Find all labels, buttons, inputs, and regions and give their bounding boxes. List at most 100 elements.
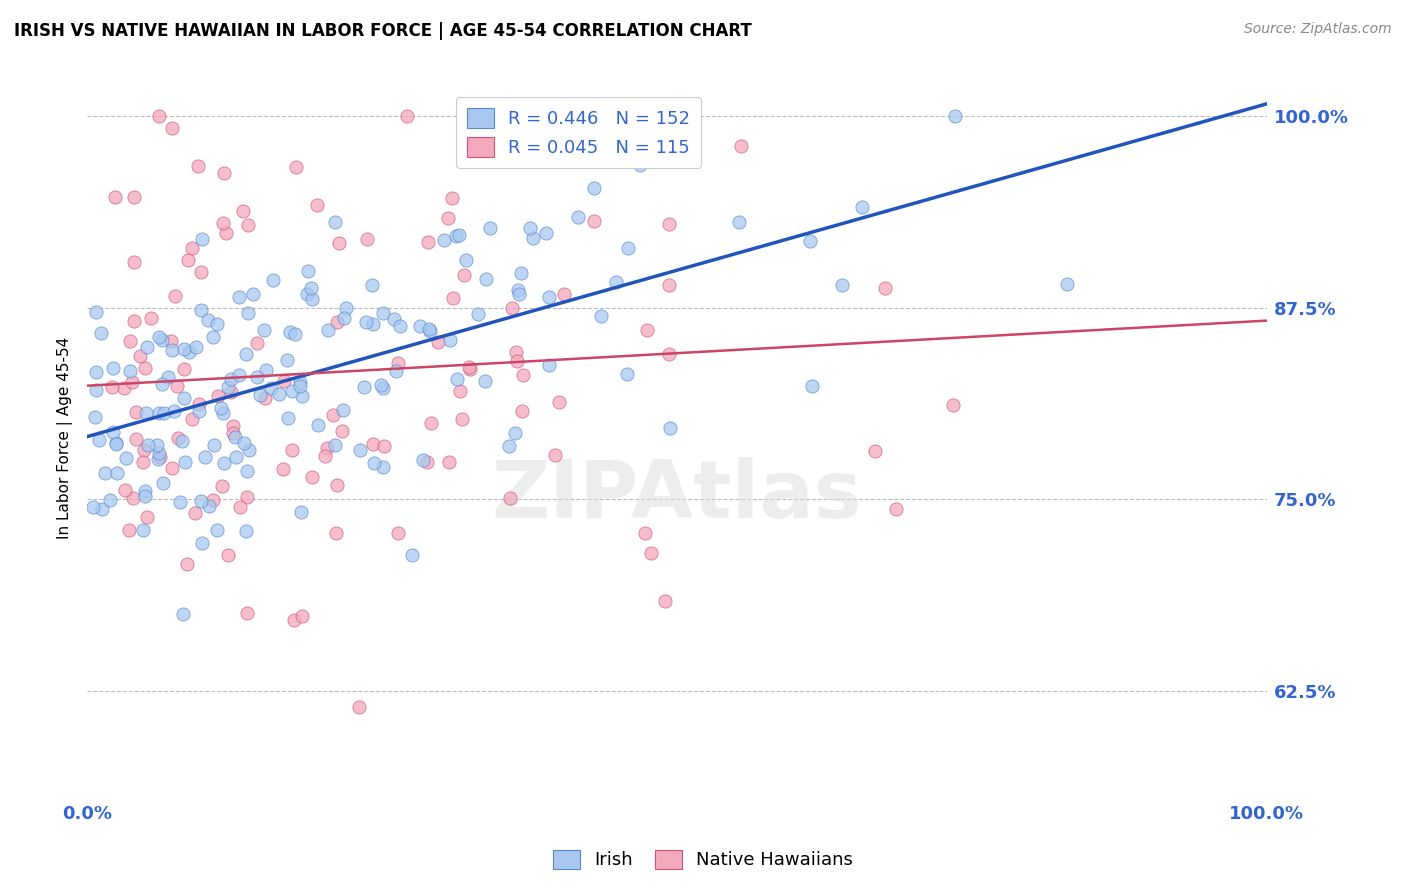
Point: [831, 277, 853, 292]
Point: [416, 235, 439, 249]
Point: [120, 334, 142, 348]
Point: [124, 432, 146, 446]
Point: [232, 203, 254, 218]
Point: [361, 436, 384, 450]
Point: [388, 318, 411, 333]
Point: [190, 265, 212, 279]
Point: [328, 235, 350, 250]
Point: [170, 434, 193, 449]
Point: [596, 129, 619, 144]
Point: [499, 491, 522, 506]
Point: [215, 226, 238, 240]
Point: [163, 404, 186, 418]
Point: [281, 384, 304, 398]
Point: [167, 431, 190, 445]
Point: [290, 506, 312, 520]
Point: [89, 326, 111, 341]
Point: [636, 323, 658, 337]
Point: [658, 218, 681, 232]
Point: [84, 410, 107, 425]
Point: [387, 356, 409, 370]
Point: [371, 459, 394, 474]
Point: [91, 502, 114, 516]
Point: [519, 220, 541, 235]
Point: [156, 369, 179, 384]
Point: [361, 317, 384, 331]
Point: [283, 613, 305, 627]
Point: [163, 289, 186, 303]
Point: [246, 336, 269, 351]
Point: [356, 232, 378, 246]
Point: [98, 492, 121, 507]
Point: [190, 303, 212, 318]
Point: [160, 461, 183, 475]
Point: [173, 342, 195, 356]
Point: [135, 510, 157, 524]
Point: [373, 439, 395, 453]
Point: [299, 281, 322, 295]
Point: [217, 549, 239, 563]
Point: [437, 211, 460, 225]
Point: [236, 491, 259, 505]
Point: [884, 502, 907, 516]
Point: [354, 316, 377, 330]
Point: [82, 500, 104, 514]
Point: [654, 594, 676, 608]
Point: [333, 310, 356, 325]
Point: [187, 404, 209, 418]
Point: [353, 380, 375, 394]
Point: [658, 347, 681, 361]
Point: [238, 218, 260, 232]
Point: [132, 455, 155, 469]
Point: [508, 287, 530, 301]
Point: [271, 462, 294, 476]
Point: [605, 137, 627, 152]
Point: [285, 160, 308, 174]
Point: [291, 389, 314, 403]
Point: [301, 470, 323, 484]
Point: [207, 317, 229, 331]
Point: [326, 478, 349, 492]
Point: [236, 306, 259, 320]
Point: [307, 417, 329, 432]
Point: [160, 121, 183, 136]
Point: [152, 476, 174, 491]
Point: [260, 381, 283, 395]
Point: [347, 699, 370, 714]
Point: [224, 430, 246, 444]
Point: [201, 493, 224, 508]
Point: [276, 352, 298, 367]
Point: [197, 313, 219, 327]
Point: [323, 215, 346, 229]
Point: [418, 322, 440, 336]
Point: [617, 241, 640, 255]
Point: [228, 290, 250, 304]
Point: [544, 448, 567, 462]
Point: [115, 450, 138, 465]
Point: [94, 467, 117, 481]
Point: [498, 439, 520, 453]
Point: [314, 449, 336, 463]
Point: [101, 425, 124, 440]
Point: [291, 609, 314, 624]
Point: [589, 309, 612, 323]
Point: [370, 378, 392, 392]
Point: [150, 376, 173, 391]
Point: [233, 435, 256, 450]
Point: [332, 403, 354, 417]
Point: [330, 424, 353, 438]
Point: [605, 276, 627, 290]
Point: [221, 426, 243, 441]
Point: [225, 450, 247, 464]
Point: [229, 500, 252, 514]
Point: [84, 383, 107, 397]
Point: [420, 416, 443, 430]
Point: [799, 234, 821, 248]
Point: [634, 526, 657, 541]
Point: [335, 301, 357, 315]
Point: [474, 374, 496, 388]
Point: [1056, 277, 1078, 291]
Point: [640, 546, 662, 560]
Point: [125, 405, 148, 419]
Point: [211, 216, 233, 230]
